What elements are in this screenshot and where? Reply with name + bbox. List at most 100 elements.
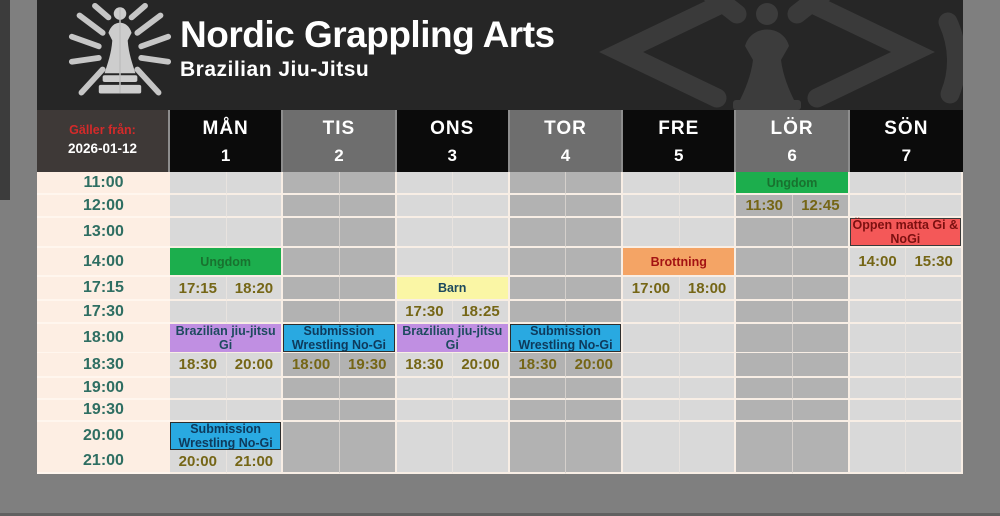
empty-cell [566, 422, 624, 452]
empty-cell [339, 248, 397, 277]
empty-cell [566, 400, 624, 422]
empty-cell [509, 277, 567, 301]
empty-cell [226, 195, 284, 218]
empty-cell [226, 172, 284, 195]
time-label: 20:00 [37, 422, 170, 452]
class-block: Submission Wrestling No-Gi [283, 324, 397, 354]
empty-cell [509, 450, 567, 474]
empty-cell [679, 422, 737, 452]
empty-cell [679, 218, 737, 248]
end-time-cell: 12:45 [793, 195, 850, 218]
end-time-cell: 18:20 [226, 277, 284, 301]
empty-cell [623, 172, 680, 195]
start-time-cell: 17:30 [396, 301, 454, 324]
day-name: FRE [658, 118, 700, 139]
day-header: ONS 3 [396, 110, 510, 172]
schedule-row: 20:00 Submission Wrestling No-Gi [37, 422, 963, 452]
empty-cell [736, 248, 794, 277]
day-name: SÖN [884, 118, 929, 139]
empty-cell [453, 172, 510, 195]
empty-cell [339, 378, 397, 400]
brand-titles: Nordic Grappling Arts Brazilian Jiu-Jits… [180, 15, 555, 82]
empty-cell [679, 172, 737, 195]
day-header: MÅN 1 [170, 110, 284, 172]
brand-header: Nordic Grappling Arts Brazilian Jiu-Jits… [37, 0, 963, 110]
start-time-cell: 17:15 [170, 277, 227, 301]
empty-cell [339, 172, 397, 195]
empty-cell [793, 277, 850, 301]
time-label: 14:00 [37, 248, 170, 277]
day-number: 3 [447, 146, 457, 165]
empty-cell [339, 195, 397, 218]
empty-cell [396, 400, 454, 422]
empty-cell [170, 378, 227, 400]
empty-cell [793, 301, 850, 324]
empty-cell [453, 422, 510, 452]
empty-cell [793, 218, 850, 248]
valid-from-cell: Gäller från: 2026-01-12 [37, 110, 170, 172]
start-time-cell: 11:30 [736, 195, 794, 218]
empty-cell [679, 301, 737, 324]
empty-cell [170, 195, 227, 218]
empty-cell [793, 422, 850, 452]
empty-cell [906, 400, 963, 422]
class-block: Ungdom [170, 248, 284, 277]
schedule-row: 13:00 Öppen matta Gi & NoGi [37, 218, 963, 248]
empty-cell [906, 172, 963, 195]
time-label: 19:30 [37, 400, 170, 422]
empty-cell [906, 450, 963, 474]
schedule-row: 21:00 20:00 21:00 [37, 450, 963, 474]
empty-cell [509, 195, 567, 218]
empty-cell [736, 301, 794, 324]
empty-cell [623, 218, 680, 248]
schedule-row: 17:15 17:15 18:20 Barn 17:00 18:00 [37, 277, 963, 301]
empty-cell [679, 195, 737, 218]
empty-cell [453, 400, 510, 422]
empty-cell [566, 218, 624, 248]
empty-cell [339, 400, 397, 422]
schedule-row: 12:00 11:30 12:45 [37, 195, 963, 218]
empty-cell [509, 378, 567, 400]
day-header: SÖN 7 [849, 110, 963, 172]
page-bottom-edge [0, 513, 1000, 516]
valid-from-label: Gäller från: [69, 123, 136, 137]
class-block: Submission Wrestling No-Gi [170, 422, 284, 452]
class-block: Barn [396, 277, 510, 301]
class-block: Öppen matta Gi & NoGi [849, 218, 963, 248]
empty-cell [453, 218, 510, 248]
start-time-cell: 14:00 [849, 248, 907, 277]
empty-cell [849, 353, 907, 378]
empty-cell [453, 378, 510, 400]
empty-cell [339, 301, 397, 324]
empty-cell [849, 378, 907, 400]
empty-cell [170, 218, 227, 248]
empty-cell [793, 353, 850, 378]
empty-cell [226, 301, 284, 324]
end-time-cell: 20:00 [566, 353, 624, 378]
end-time-cell: 19:30 [339, 353, 397, 378]
window-edge-strip [0, 0, 10, 200]
empty-cell [623, 301, 680, 324]
empty-cell [736, 378, 794, 400]
empty-cell [906, 277, 963, 301]
empty-cell [623, 378, 680, 400]
end-time-cell: 18:00 [679, 277, 737, 301]
empty-cell [396, 195, 454, 218]
empty-cell [170, 301, 227, 324]
empty-cell [736, 450, 794, 474]
empty-cell [736, 218, 794, 248]
empty-cell [396, 378, 454, 400]
time-label: 13:00 [37, 218, 170, 248]
day-name: TOR [544, 118, 587, 139]
class-block: Brottning [623, 248, 737, 277]
empty-cell [566, 248, 624, 277]
time-label: 11:00 [37, 172, 170, 195]
empty-cell [509, 301, 567, 324]
empty-cell [339, 422, 397, 452]
day-name: LÖR [770, 118, 814, 139]
empty-cell [283, 195, 340, 218]
empty-cell [509, 248, 567, 277]
empty-cell [283, 218, 340, 248]
empty-cell [566, 301, 624, 324]
end-time-cell: 20:00 [226, 353, 284, 378]
